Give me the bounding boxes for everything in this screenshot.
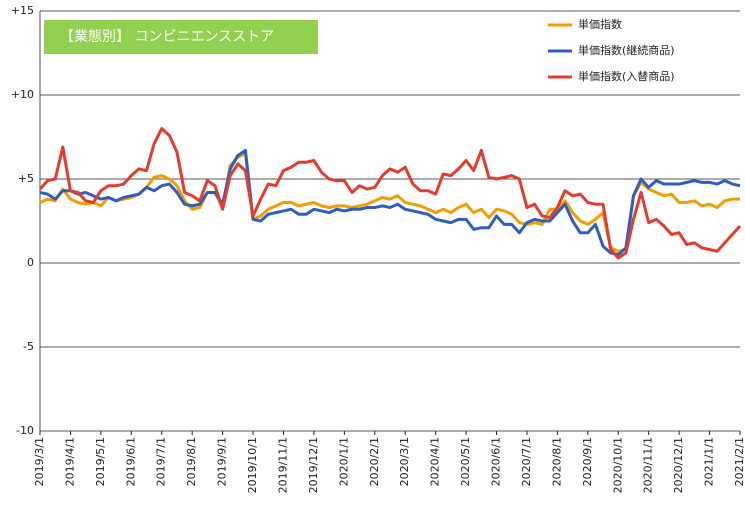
x-tick-label: 2021/1/1 — [703, 437, 716, 486]
x-tick-label: 2020/9/1 — [581, 437, 594, 486]
x-tick-label: 2020/11/1 — [642, 437, 655, 493]
x-tick-label: 2019/6/1 — [124, 437, 137, 486]
y-tick-label: +15 — [11, 4, 34, 17]
x-tick-label: 2020/7/1 — [520, 437, 533, 486]
x-tick-label: 2020/3/1 — [398, 437, 411, 486]
y-tick-label: -5 — [23, 340, 34, 353]
x-tick-label: 2019/9/1 — [216, 437, 229, 486]
chart-title: 【業態別】 コンビニエンスストア — [60, 29, 274, 45]
x-tick-label: 2020/1/1 — [337, 437, 350, 486]
x-tick-label: 2019/12/1 — [307, 437, 320, 493]
x-tick-label: 2019/11/1 — [276, 437, 289, 493]
legend-label: 単価指数 — [578, 17, 622, 31]
y-tick-label: +10 — [11, 88, 34, 101]
x-tick-label: 2020/5/1 — [459, 437, 472, 486]
y-tick-label: +5 — [18, 172, 34, 185]
y-tick-label: 0 — [27, 256, 34, 269]
legend-label: 単価指数(継続商品) — [578, 43, 675, 57]
x-tick-label: 2020/12/1 — [672, 437, 685, 493]
x-tick-label: 2020/4/1 — [429, 437, 442, 486]
x-tick-label: 2020/8/1 — [550, 437, 563, 486]
x-tick-label: 2019/3/1 — [33, 437, 46, 486]
x-tick-label: 2020/10/1 — [611, 437, 624, 493]
series-line — [38, 127, 742, 260]
x-tick-label: 2021/2/1 — [733, 437, 745, 486]
x-tick-label: 2019/7/1 — [155, 437, 168, 486]
x-tick-label: 2019/5/1 — [94, 437, 107, 486]
series-line — [39, 148, 741, 257]
title-box — [44, 20, 318, 54]
x-tick-label: 2019/4/1 — [63, 437, 76, 486]
x-tick-label: 2019/10/1 — [246, 437, 259, 493]
x-tick-label: 2020/6/1 — [490, 437, 503, 486]
x-tick-label: 2020/2/1 — [368, 437, 381, 486]
legend-label: 単価指数(入替商品) — [578, 69, 675, 83]
y-tick-label: -10 — [16, 424, 34, 437]
x-tick-label: 2019/8/1 — [185, 437, 198, 486]
